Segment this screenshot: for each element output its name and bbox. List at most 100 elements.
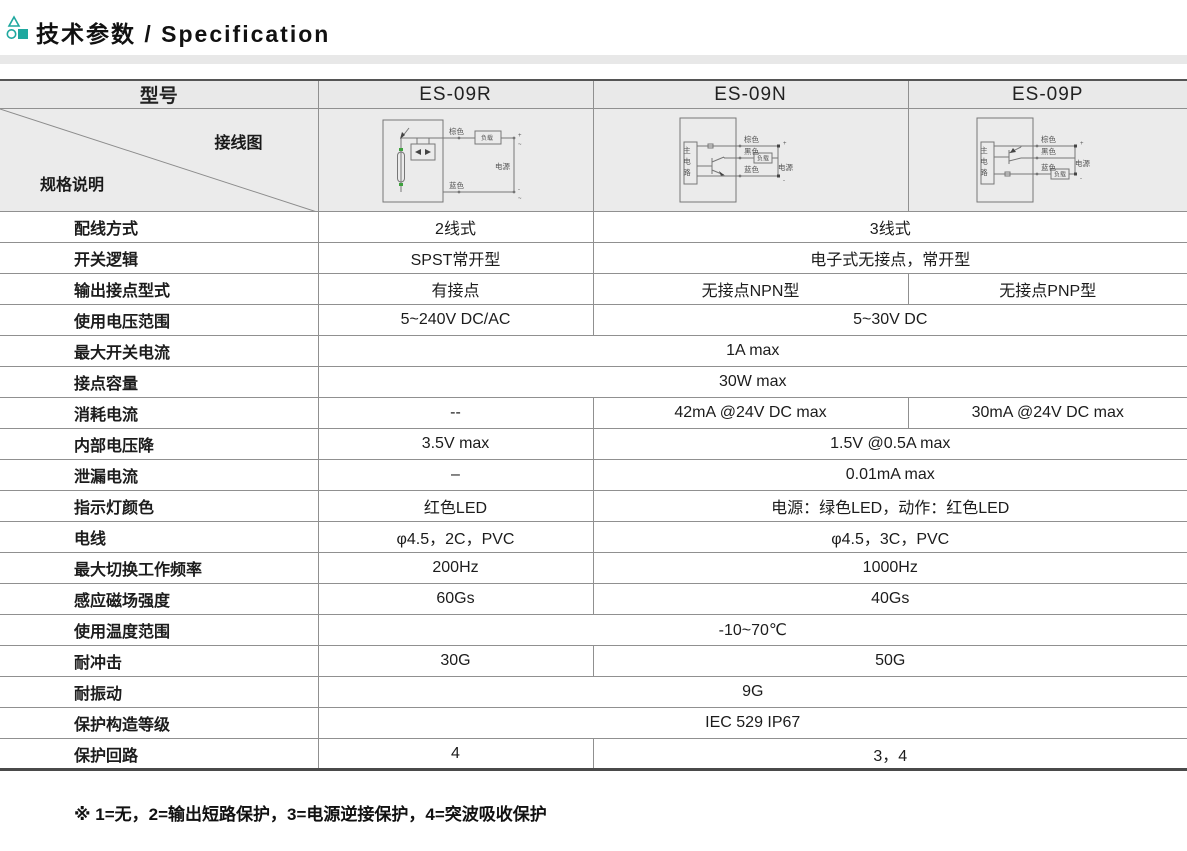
spec-value: 有接点 (317, 273, 594, 305)
spec-value: 1000Hz (592, 552, 1187, 584)
power-label-p: 电源 (1075, 158, 1091, 168)
row-label: 电线 (0, 521, 319, 553)
spec-value: 40Gs (592, 583, 1187, 615)
spec-table: 型号 ES-09R ES-09N ES-09P 接线图 规格说明 (0, 79, 1187, 771)
wiring-cell-es09n: 主 电 路 棕色 黑色 负载 (592, 108, 909, 212)
top-divider-strip (0, 55, 1187, 64)
spec-value: 200Hz (317, 552, 594, 584)
spec-value: 电子式无接点，常开型 (592, 242, 1187, 274)
spec-row: 使用电压范围 5~240V DC/AC 5~30V DC (0, 304, 1187, 336)
header-model-label: 型号 (0, 79, 319, 109)
spec-value: -- (317, 397, 594, 429)
row-label: 输出接点型式 (0, 273, 319, 305)
spec-value: – (317, 459, 594, 491)
row-label: 泄漏电流 (0, 459, 319, 491)
terminal-ac-bottom-r: ~ (518, 196, 522, 202)
main-circuit-char2-n: 电 (683, 156, 691, 166)
spec-value: 42mA @24V DC max (592, 397, 909, 429)
terminal-plus-n: + (783, 141, 787, 147)
wire-label-brown-p: 棕色 (1041, 134, 1057, 144)
wire-label-brown-n: 棕色 (744, 134, 759, 144)
terminal-minus-p: - (1080, 176, 1082, 182)
main-circuit-char3-n: 路 (683, 167, 691, 177)
corner-label-wiring: 接线图 (214, 135, 263, 152)
spec-value: 5~30V DC (592, 304, 1187, 336)
spec-value: 3，4 (592, 738, 1187, 770)
spec-row: 消耗电流 -- 42mA @24V DC max 30mA @24V DC max (0, 397, 1187, 429)
spec-row: 最大开关电流 1A max (0, 335, 1187, 367)
spec-value: 3线式 (592, 211, 1187, 243)
spec-value: IEC 529 IP67 (317, 707, 1187, 739)
spec-value: 9G (317, 676, 1187, 708)
spec-value: 50G (592, 645, 1187, 677)
load-label-r: 负载 (481, 134, 493, 142)
spec-value: -10~70℃ (317, 614, 1187, 646)
main-circuit-char1-n: 主 (683, 145, 691, 155)
spec-row: 耐冲击 30G 50G (0, 645, 1187, 677)
terminal-plus-p: + (1080, 141, 1084, 147)
spec-row: 耐振动 9G (0, 676, 1187, 708)
wiring-diagram-row: 接线图 规格说明 (0, 108, 1187, 212)
spec-value: 无接点PNP型 (907, 273, 1187, 305)
diagonal-line (0, 109, 315, 211)
wire-label-brown-r: 棕色 (449, 126, 464, 136)
spec-header-row: 型号 ES-09R ES-09N ES-09P (0, 79, 1187, 109)
wire-label-blue-p: 蓝色 (1041, 162, 1057, 172)
spec-value: 电源：绿色LED，动作：红色LED (592, 490, 1187, 522)
spec-value: 30W max (317, 366, 1187, 398)
spec-row: 开关逻辑 SPST常开型 电子式无接点，常开型 (0, 242, 1187, 274)
spec-value: 1.5V @0.5A max (592, 428, 1187, 460)
spec-value: 1A max (317, 335, 1187, 367)
row-label: 接点容量 (0, 366, 319, 398)
wiring-diagram-es09r: 棕色 负载 蓝色 电源 + ~ - ~ (382, 119, 522, 203)
load-label-p: 负载 (1054, 171, 1066, 179)
spec-row: 保护回路 4 3，4 (0, 738, 1187, 770)
power-label-r: 电源 (495, 161, 510, 171)
spec-row: 保护构造等级 IEC 529 IP67 (0, 707, 1187, 739)
row-label: 消耗电流 (0, 397, 319, 429)
spec-row: 电线 φ4.5，2C，PVC φ4.5，3C，PVC (0, 521, 1187, 553)
row-label: 使用电压范围 (0, 304, 319, 336)
wiring-cell-es09r: 棕色 负载 蓝色 电源 + ~ - ~ (317, 108, 594, 212)
wire-label-blue-r: 蓝色 (449, 180, 464, 190)
spec-row: 泄漏电流 –0.01mA max (0, 459, 1187, 491)
main-circuit-char1-p: 主 (980, 145, 988, 155)
spec-row: 配线方式 2线式 3线式 (0, 211, 1187, 243)
terminal-ac-top-r: ~ (518, 142, 522, 148)
spec-value: 0.01mA max (592, 459, 1187, 491)
terminal-minus-n: - (783, 178, 785, 184)
spec-row: 使用温度范围 -10~70℃ (0, 614, 1187, 646)
spec-value: 5~240V DC/AC (317, 304, 594, 336)
page-title: 技术参数 / Specification (36, 21, 331, 47)
load-label-n: 负载 (757, 155, 769, 163)
spec-table-body: 配线方式 2线式 3线式 开关逻辑 SPST常开型 电子式无接点，常开型 输出接点型式 有接点… (0, 211, 1187, 770)
main-circuit-char3-p: 路 (980, 167, 988, 177)
row-label: 配线方式 (0, 211, 319, 243)
spec-value: 红色LED (317, 490, 594, 522)
spec-value: 3.5V max (317, 428, 594, 460)
header-model-es09p: ES-09P (907, 79, 1187, 109)
wire-label-black-p: 黑色 (1041, 146, 1057, 156)
wiring-diagram-es09n: 主 电 路 棕色 黑色 负载 (679, 117, 793, 203)
spec-row: 感应磁场强度 60Gs 40Gs (0, 583, 1187, 615)
header-model-es09n: ES-09N (592, 79, 909, 109)
row-label: 使用温度范围 (0, 614, 319, 646)
row-label: 耐冲击 (0, 645, 319, 677)
spec-row: 指示灯颜色 红色LED 电源：绿色LED，动作：红色LED (0, 490, 1187, 522)
wire-label-blue-n: 蓝色 (744, 164, 759, 174)
header-model-es09r: ES-09R (317, 79, 594, 109)
spec-row: 接点容量 30W max (0, 366, 1187, 398)
row-label: 保护构造等级 (0, 707, 319, 739)
spec-value: φ4.5，3C，PVC (592, 521, 1187, 553)
row-label: 开关逻辑 (0, 242, 319, 274)
terminal-minus-r: - (518, 187, 520, 193)
diagonal-corner-cell: 接线图 规格说明 (0, 108, 319, 212)
terminal-plus-r: + (518, 133, 522, 139)
power-label-n: 电源 (778, 162, 793, 172)
spec-value: 4 (317, 738, 594, 770)
spec-value: 2线式 (317, 211, 594, 243)
spec-value: φ4.5，2C，PVC (317, 521, 594, 553)
spec-value: 30mA @24V DC max (907, 397, 1187, 429)
row-label: 最大切换工作频率 (0, 552, 319, 584)
wiring-cell-es09p: 主 电 路 棕色 黑色 蓝色 (907, 108, 1187, 212)
